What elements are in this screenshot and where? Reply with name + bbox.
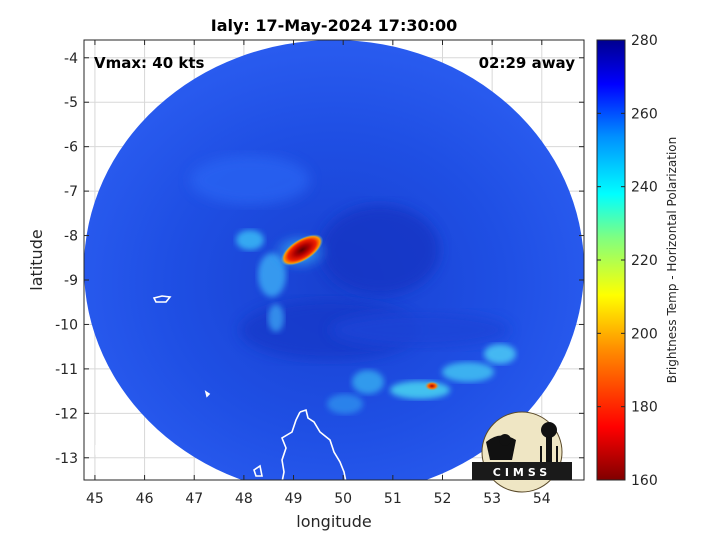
colorbar-tick: 200 xyxy=(631,326,658,342)
y-tick-label: -4 xyxy=(64,51,78,67)
colorbar-gradient xyxy=(597,40,625,480)
plot-title: Ialy: 17-May-2024 17:30:00 xyxy=(211,16,458,35)
colorbar-tick: 240 xyxy=(631,180,658,196)
microwave-swath xyxy=(84,40,584,480)
y-tick-label: -13 xyxy=(55,451,78,467)
axes-box xyxy=(83,39,585,481)
x-tick-label: 45 xyxy=(86,491,104,507)
colorbar-tick: 220 xyxy=(631,253,658,269)
colorbar-label: Brightness Temp - Horizontal Polarizatio… xyxy=(665,137,679,384)
x-tick-label: 50 xyxy=(334,491,352,507)
x-tick-label: 46 xyxy=(136,491,154,507)
x-tick-label: 47 xyxy=(185,491,203,507)
colorbar-tick: 180 xyxy=(631,400,658,416)
colorbar-tick: 280 xyxy=(631,33,658,49)
y-tick-label: -7 xyxy=(64,184,78,200)
y-tick-label: -9 xyxy=(64,273,78,289)
x-tick-label: 51 xyxy=(384,491,402,507)
y-tick-label: -10 xyxy=(55,317,78,333)
y-tick-labels: -4 -5 -6 -7 -8 -9 -10 -11 -12 -13 xyxy=(55,51,78,467)
x-tick-labels: 45 46 47 48 49 50 51 52 53 54 xyxy=(86,491,551,507)
x-tick-label: 54 xyxy=(533,491,551,507)
away-annotation: 02:29 away xyxy=(479,54,576,72)
y-tick-label: -6 xyxy=(64,140,78,156)
x-tick-label: 48 xyxy=(235,491,253,507)
y-tick-label: -8 xyxy=(64,229,78,245)
x-tick-label: 49 xyxy=(285,491,303,507)
y-tick-label: -5 xyxy=(64,95,78,111)
x-tick-label: 53 xyxy=(483,491,501,507)
colorbar-tick-labels: 280 260 240 220 200 180 160 xyxy=(631,33,658,489)
cimss-logo: CIMSS xyxy=(472,411,572,493)
y-tick-label: -11 xyxy=(55,362,78,378)
y-axis-label: latitude xyxy=(27,229,46,290)
colorbar: 280 260 240 220 200 180 160 Brightness Temp - … xyxy=(596,33,679,489)
y-tick-label: -12 xyxy=(55,406,78,422)
x-axis-label: longitude xyxy=(296,512,371,531)
x-tick-label: 52 xyxy=(434,491,452,507)
colorbar-tick: 160 xyxy=(631,473,658,489)
logo-text: CIMSS xyxy=(493,466,551,479)
coastline xyxy=(95,295,347,480)
vmax-annotation: Vmax: 40 kts xyxy=(94,54,204,72)
colorbar-tick: 260 xyxy=(631,106,658,122)
